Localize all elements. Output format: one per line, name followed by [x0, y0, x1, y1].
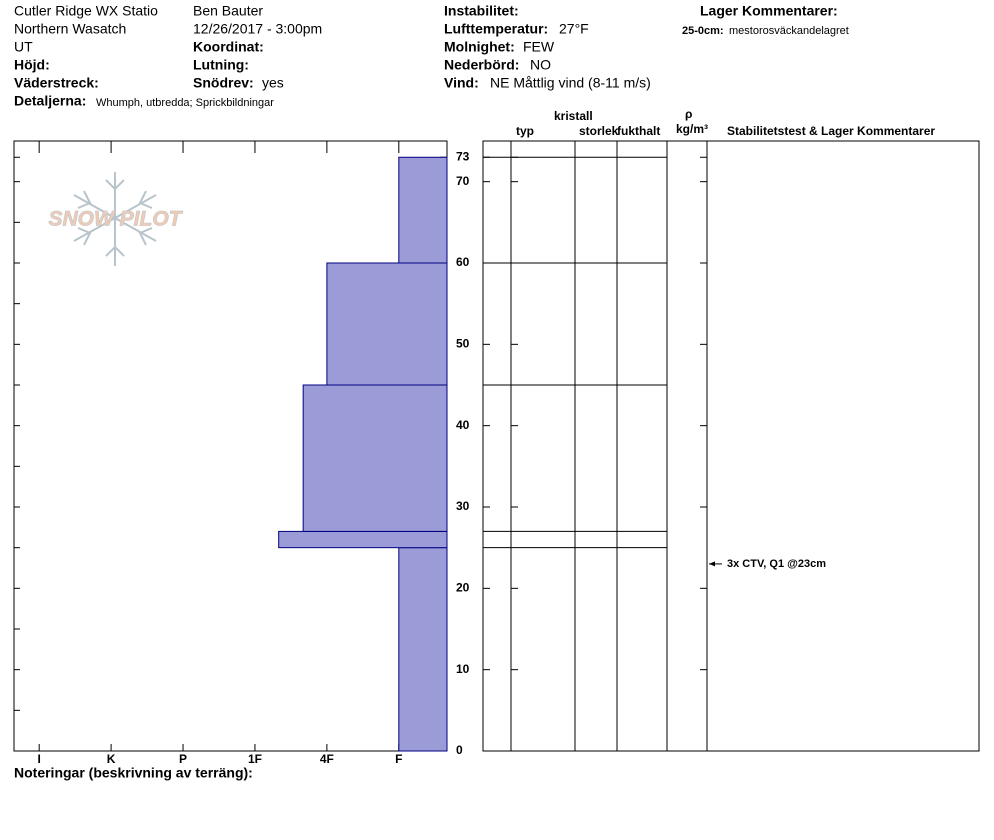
- test-label: 3x CTV, Q1 @23cm: [727, 558, 826, 570]
- layer-comments-label: Lager Kommentarer:: [700, 3, 838, 19]
- range: Northern Wasatch: [14, 21, 126, 37]
- x-tick-label: 4F: [320, 752, 334, 766]
- col-size: storlek: [579, 124, 619, 138]
- sky-label: Molnighet:: [444, 39, 515, 55]
- y-tick-label: 60: [456, 255, 470, 269]
- state: UT: [14, 39, 33, 55]
- x-tick-label: P: [179, 752, 187, 766]
- y-tick-label: 0: [456, 743, 463, 757]
- col-tests: Stabilitetstest & Lager Kommentarer: [727, 124, 935, 138]
- col-density-unit: kg/m³: [676, 122, 708, 136]
- precip-label: Nederbörd:: [444, 57, 519, 73]
- y-tick-label: 30: [456, 499, 470, 513]
- x-tick-label: F: [395, 752, 402, 766]
- col-moisture: fukthalt: [617, 124, 660, 138]
- col-type: typ: [516, 124, 534, 138]
- notes-label: Noteringar (beskrivning av terräng):: [14, 765, 253, 781]
- y-tick-label: 50: [456, 337, 470, 351]
- observer: Ben Bauter: [193, 3, 263, 19]
- sky: FEW: [523, 39, 555, 55]
- layer-comment: mestorosväckandelagret: [729, 25, 849, 37]
- col-rho: ρ: [685, 107, 692, 121]
- wind-loading-label: Snödrev:: [193, 75, 254, 91]
- layer: [326, 262, 448, 386]
- aspect-label: Väderstreck:: [14, 75, 99, 91]
- layer-comment-range: 25-0cm:: [682, 25, 724, 37]
- layer: [398, 156, 448, 264]
- air-temp-label: Lufttemperatur:: [444, 21, 548, 37]
- slope-label: Lutning:: [193, 57, 249, 73]
- layer: [398, 547, 448, 752]
- x-tick-label: 1F: [248, 752, 262, 766]
- datetime: 12/26/2017 - 3:00pm: [193, 21, 322, 37]
- y-tick-label: 40: [456, 418, 470, 432]
- x-tick-label: K: [107, 752, 116, 766]
- station: Cutler Ridge WX Statio: [14, 3, 158, 19]
- layer: [278, 530, 448, 549]
- precip: NO: [530, 57, 551, 73]
- layer: [302, 384, 448, 532]
- elevation-label: Höjd:: [14, 57, 50, 73]
- coord-label: Koordinat:: [193, 39, 264, 55]
- logo: [73, 172, 157, 266]
- logo-text: SNOW PILOT: [49, 208, 184, 231]
- wind: NE Måttlig vind (8-11 m/s): [490, 75, 651, 91]
- y-tick-label: 20: [456, 581, 470, 595]
- test-arrowhead: [709, 561, 715, 567]
- col-crystal: kristall: [554, 109, 593, 123]
- details: Whumph, utbredda; Sprickbildningar: [96, 97, 274, 109]
- details-label: Detaljerna:: [14, 93, 86, 109]
- wind-loading: yes: [262, 75, 284, 91]
- x-tick-label: I: [38, 752, 41, 766]
- table-frame: [482, 140, 980, 752]
- instability-label: Instabilitet:: [444, 3, 519, 19]
- y-tick-label: 10: [456, 662, 470, 676]
- y-tick-label: 70: [456, 174, 470, 188]
- air-temp: 27°F: [559, 21, 589, 37]
- wind-label: Vind:: [444, 75, 479, 91]
- y-tick-label: 73: [456, 149, 470, 163]
